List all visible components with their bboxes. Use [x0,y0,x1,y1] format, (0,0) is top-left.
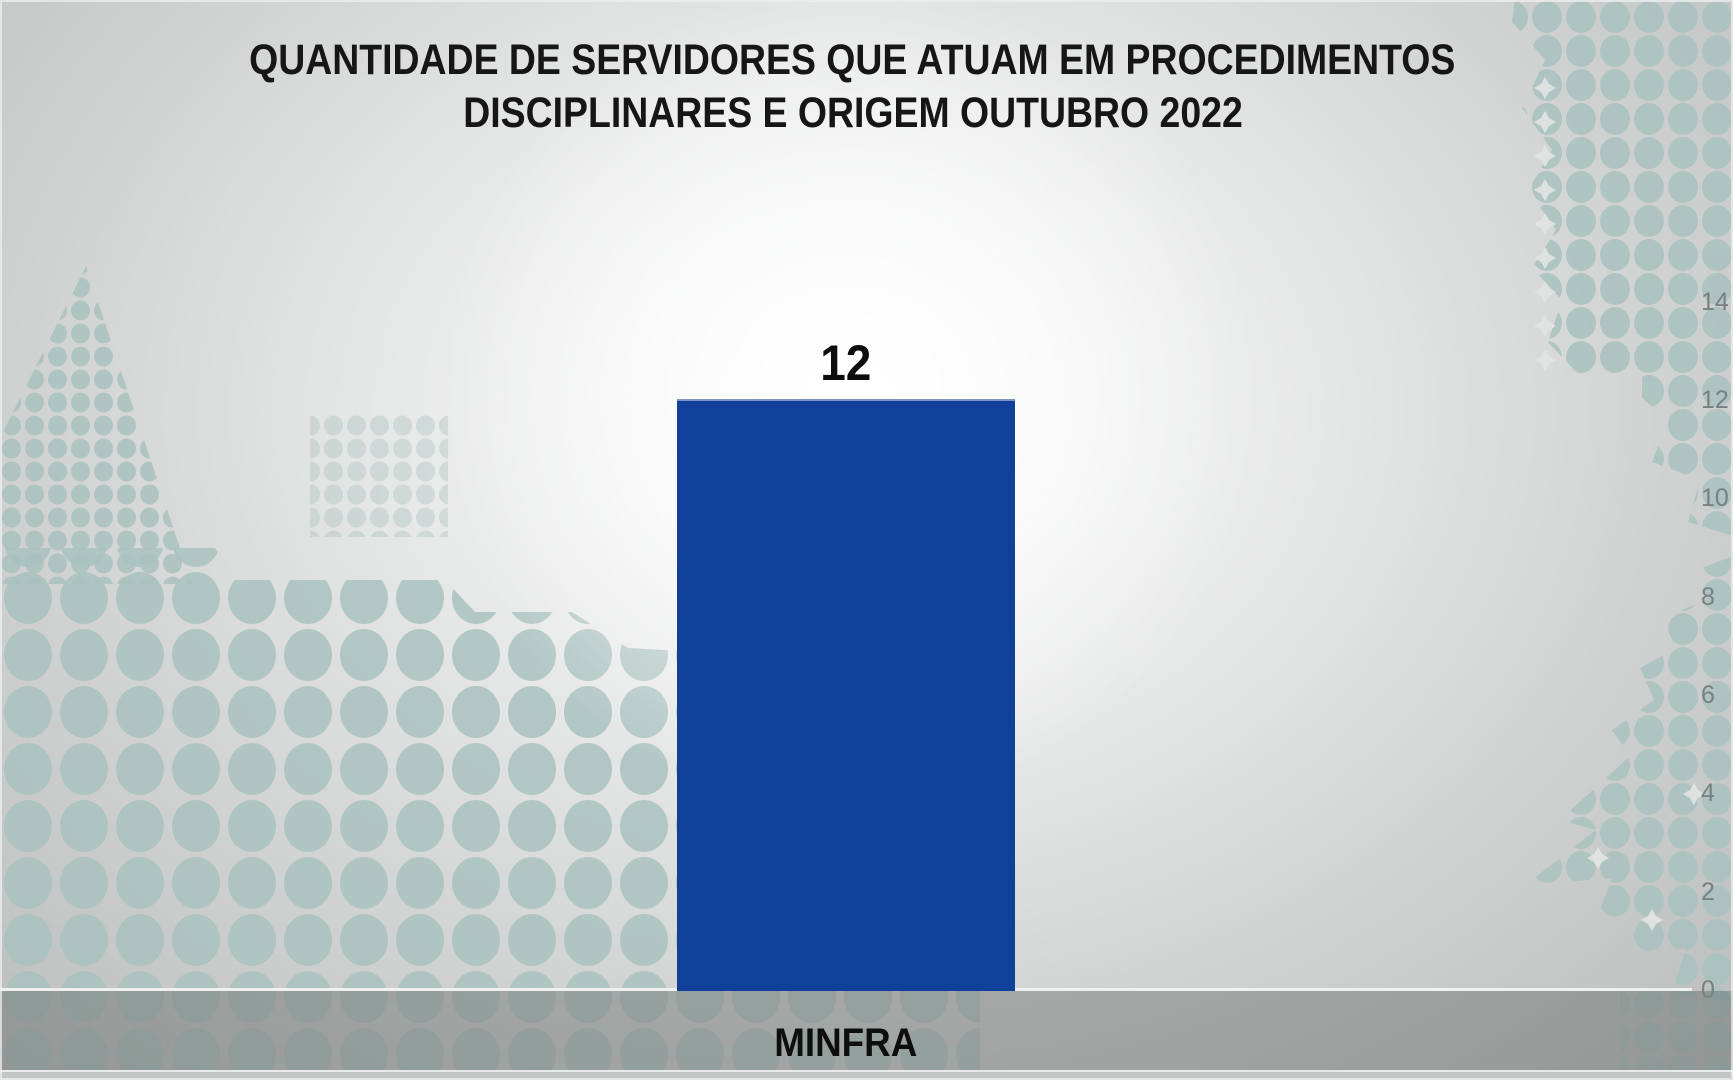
bottom-band [0,991,1733,1080]
chart-title-line2: DISCIPLINARES E ORIGEM OUTUBRO 2022 [462,89,1243,137]
category-text: MINFRA [774,1021,918,1065]
chart-title-line1: QUANTIDADE DE SERVIDORES QUE ATUAM EM PR… [249,36,1456,84]
y-tick-14: 14 [1701,288,1729,316]
category-label-minfra: MINFRA [677,1020,1015,1066]
bar-minfra[interactable] [677,399,1015,991]
y-tick-2: 2 [1701,878,1715,906]
bottom-edge-strip [0,1070,1733,1080]
bar-value-text: 12 [820,335,872,391]
chart-title: QUANTIDADE DE SERVIDORES QUE ATUAM EM PR… [0,34,1705,140]
bar-value-label: 12 [677,336,1015,390]
y-tick-8: 8 [1701,583,1715,611]
y-tick-0: 0 [1701,976,1715,1004]
left-dot-field [0,548,700,988]
y-tick-12: 12 [1701,386,1729,414]
y-tick-6: 6 [1701,681,1715,709]
y-tick-10: 10 [1701,484,1729,512]
left-dot-triangle [0,266,448,584]
y-tick-4: 4 [1701,779,1715,807]
